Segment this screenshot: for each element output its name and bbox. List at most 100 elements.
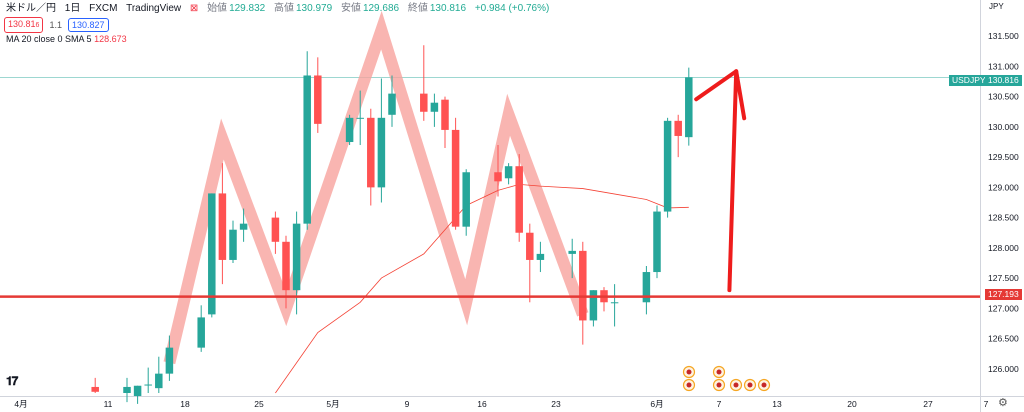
- time-tick-label: 20: [847, 399, 857, 409]
- event-flag-dot: [761, 382, 767, 388]
- event-flag-dot: [716, 369, 722, 375]
- candle-body: [271, 217, 280, 242]
- price-tick-label: 131.000: [988, 61, 1019, 71]
- sell-suffix: 6: [35, 22, 40, 29]
- candle: [208, 193, 216, 318]
- low-value: 129.686: [362, 3, 400, 14]
- candle-body: [345, 117, 354, 143]
- event-flag-dot: [686, 369, 692, 375]
- candle-body: [388, 93, 396, 115]
- candle: [314, 57, 322, 133]
- gear-icon[interactable]: ⚙: [998, 397, 1008, 409]
- event-flag-icon: [712, 365, 726, 379]
- symbol-badge: USDJPY: [949, 75, 989, 86]
- candle-body: [451, 129, 460, 227]
- buy-button[interactable]: 130.827: [67, 18, 109, 32]
- candle-body: [367, 117, 375, 188]
- candle: [653, 205, 661, 279]
- candle: [155, 356, 163, 393]
- candle: [133, 385, 142, 404]
- price-tick-label: 129.000: [988, 182, 1019, 192]
- sell-price: 130.81: [8, 19, 36, 29]
- interval-label[interactable]: 1日: [64, 3, 81, 14]
- event-flag-dot: [716, 382, 722, 388]
- candle: [356, 90, 364, 146]
- candle: [526, 223, 534, 303]
- close-value: 130.816: [429, 3, 467, 14]
- event-flag-icon: [743, 378, 757, 392]
- candle: [271, 211, 280, 254]
- indicator-legend[interactable]: MA 20 close 0 SMA 5 128.673: [6, 34, 127, 44]
- forecast-arrowhead: [694, 69, 747, 121]
- price-tick-label: 128.000: [988, 243, 1019, 253]
- source-label: TradingView: [126, 3, 182, 14]
- price-tick-label: 127.000: [988, 303, 1019, 313]
- sell-button[interactable]: 130.816: [4, 17, 44, 33]
- favorite-icon[interactable]: ⊠: [189, 3, 199, 14]
- candle-body: [197, 317, 205, 348]
- price-tick-label: 128.500: [988, 213, 1019, 223]
- candle: [462, 169, 470, 236]
- time-tick-label: 27: [923, 399, 933, 409]
- candle-body: [663, 120, 672, 212]
- event-flag-icon: [729, 378, 743, 392]
- candle-body: [239, 223, 248, 230]
- time-tick-label: 4月: [14, 399, 27, 409]
- candle: [229, 220, 237, 263]
- candle: [123, 377, 131, 403]
- price-tick-label: 131.500: [988, 31, 1019, 41]
- candle-body: [155, 373, 163, 389]
- candle: [536, 241, 545, 273]
- candle: [239, 208, 248, 242]
- candle-body: [377, 117, 386, 188]
- price-tick-label: 130.500: [988, 92, 1019, 102]
- price-tick-label: 127.500: [988, 273, 1019, 283]
- candle-body: [526, 232, 534, 260]
- event-flag-icon: [682, 365, 696, 379]
- candle-body: [589, 290, 598, 321]
- candle-body: [91, 386, 99, 392]
- candle: [144, 367, 152, 393]
- low-label: 安値: [340, 3, 361, 14]
- candle: [420, 45, 428, 121]
- candle: [388, 75, 396, 127]
- time-tick-label: 18: [180, 399, 190, 409]
- candle: [91, 377, 99, 393]
- candle-body: [303, 75, 311, 224]
- candle: [504, 163, 513, 185]
- candle-body: [653, 211, 661, 273]
- candle: [377, 78, 386, 203]
- candle: [345, 114, 354, 146]
- candle-body: [441, 99, 449, 130]
- tradingview-logo-icon: 𝟏𝟕: [6, 374, 18, 388]
- candle-body: [229, 229, 237, 260]
- candle-body: [610, 302, 619, 304]
- symbol-name[interactable]: 米ドル／円: [6, 3, 56, 14]
- candle-body: [674, 120, 682, 136]
- pattern-drawing: [163, 10, 589, 365]
- exchange-label: FXCM: [89, 3, 118, 14]
- event-flag-icon: [682, 378, 696, 392]
- price-tick-label: 126.000: [988, 364, 1019, 374]
- candle-body: [123, 386, 131, 393]
- candle-body: [314, 75, 322, 124]
- event-flag-icon: [757, 378, 771, 392]
- spread-value: 1.1: [49, 20, 62, 30]
- trade-buttons: 130.816 1.1 130.827: [4, 17, 109, 33]
- candle: [451, 117, 460, 230]
- candle-body: [536, 253, 545, 260]
- candle: [515, 154, 523, 242]
- time-tick-label: 5月: [326, 399, 339, 409]
- candle-body: [165, 347, 174, 374]
- candle: [218, 163, 227, 285]
- candle: [579, 241, 587, 345]
- candle-body: [144, 384, 152, 386]
- price-tick-label: 126.500: [988, 334, 1019, 344]
- time-tick-label: 11: [104, 399, 113, 409]
- time-tick-label: 25: [254, 399, 264, 409]
- high-label: 高値: [274, 3, 294, 14]
- time-tick-label: 7: [984, 399, 989, 409]
- ma-line: [275, 183, 689, 394]
- candle-body: [133, 385, 142, 397]
